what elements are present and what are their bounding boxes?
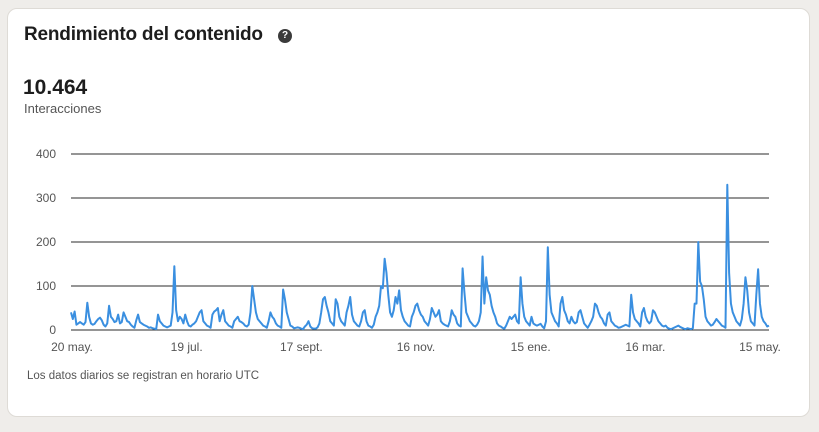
- x-tick-label: 20 may.: [51, 340, 93, 354]
- y-tick-label: 100: [36, 279, 56, 293]
- x-tick-label: 15 may.: [739, 340, 781, 354]
- interactions-total: 10.464: [23, 76, 88, 99]
- y-tick-label: 400: [36, 147, 56, 161]
- x-tick-label: 16 nov.: [397, 340, 435, 354]
- interactions-series-line: [70, 183, 770, 331]
- x-tick-label: 19 jul.: [171, 340, 203, 354]
- x-tick-label: 15 ene.: [511, 340, 551, 354]
- card-title: Rendimiento del contenido: [24, 24, 263, 45]
- x-tick-label: 17 sept.: [280, 340, 323, 354]
- utc-footnote: Los datos diarios se registran en horari…: [27, 370, 260, 382]
- y-tick-label: 300: [36, 191, 56, 205]
- content-performance-card: [7, 8, 810, 417]
- y-tick-label: 0: [49, 323, 56, 337]
- x-tick-label: 16 mar.: [625, 340, 665, 354]
- y-tick-label: 200: [36, 235, 56, 249]
- interactions-label: Interacciones: [24, 101, 102, 116]
- question-circle-icon[interactable]: ?: [278, 29, 292, 43]
